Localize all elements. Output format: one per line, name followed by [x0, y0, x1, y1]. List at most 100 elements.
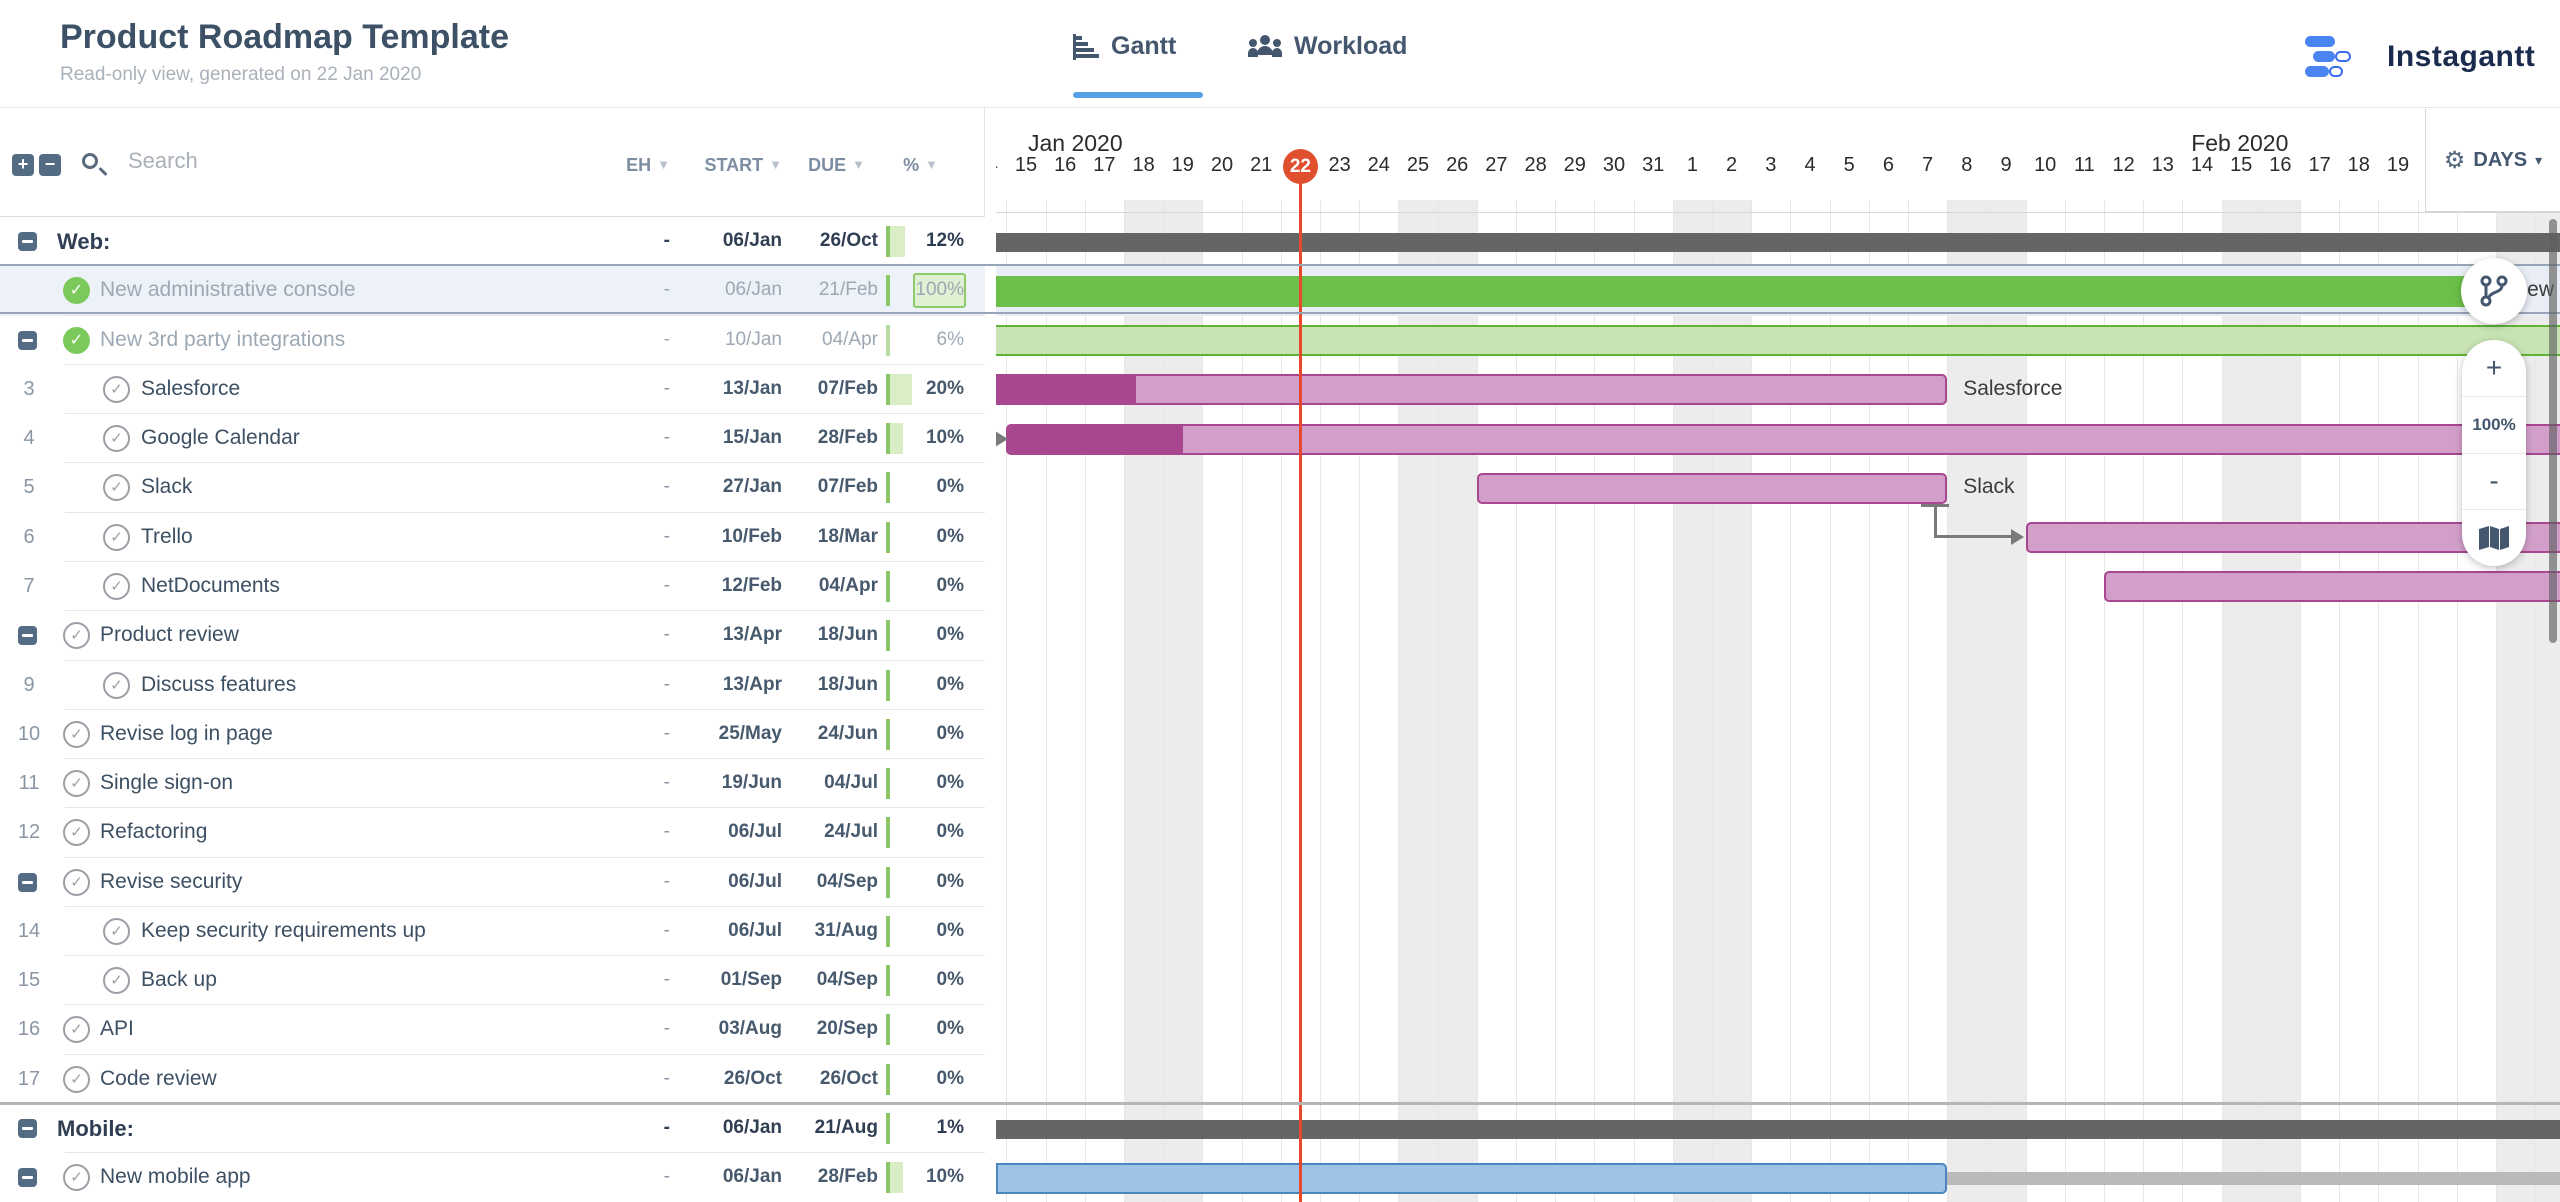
task-row[interactable]: 17 ✓ Code review - 26/Oct 26/Oct 0%: [0, 1055, 985, 1105]
expand-all-button[interactable]: +: [12, 154, 34, 176]
search-input[interactable]: [128, 148, 368, 174]
check-circle-icon[interactable]: ✓: [63, 819, 90, 847]
task-row[interactable]: 3 ✓ Salesforce - 13/Jan 07/Feb 20%: [0, 365, 985, 415]
timescale-control[interactable]: ⚙ DAYS ▾: [2425, 109, 2560, 212]
task-row[interactable]: 12 ✓ Refactoring - 06/Jul 24/Jul 0%: [0, 808, 985, 858]
check-circle-icon[interactable]: ✓: [103, 425, 130, 453]
progress-label: 12%: [925, 230, 964, 251]
check-circle-icon[interactable]: ✓: [63, 1016, 90, 1044]
due-date: 21/Aug: [814, 1117, 878, 1139]
check-circle-icon[interactable]: ✓: [103, 967, 130, 995]
start-date: 13/Apr: [722, 673, 782, 695]
gantt-bar[interactable]: [2104, 571, 2560, 603]
estimated-hours: -: [663, 427, 670, 449]
gantt-bar[interactable]: [996, 232, 2560, 252]
start-date: 10/Jan: [724, 328, 782, 350]
task-row[interactable]: 9 ✓ Discuss features - 13/Apr 18/Jun 0%: [0, 661, 985, 710]
check-circle-icon[interactable]: ✓: [103, 474, 130, 502]
column-header-due[interactable]: DUE ▼: [808, 155, 865, 175]
check-circle-icon[interactable]: ✓: [63, 868, 90, 896]
check-circle-icon[interactable]: ✓: [63, 622, 90, 650]
zoom-in-button[interactable]: +: [2462, 340, 2526, 397]
progress-tick: [886, 768, 890, 800]
task-row[interactable]: ✓ Product review - 13/Apr 18/Jun 0%: [0, 611, 985, 661]
task-row[interactable]: 16 ✓ API - 03/Aug 20/Sep 0%: [0, 1005, 985, 1055]
check-circle-icon[interactable]: ✓: [63, 720, 90, 748]
row-separator: [65, 413, 985, 415]
vertical-scrollbar[interactable]: [2549, 219, 2557, 643]
progress-cell: 0%: [886, 866, 966, 898]
task-row[interactable]: ✓ New mobile app - 06/Jan 28/Feb 10%: [0, 1153, 985, 1202]
collapse-all-button[interactable]: −: [39, 154, 61, 176]
task-name: Revise log in page: [100, 721, 273, 745]
task-row[interactable]: 11 ✓ Single sign-on - 19/Jun 04/Jul 0%: [0, 759, 985, 809]
day-gridline: [2182, 200, 2184, 1202]
check-complete-icon[interactable]: ✓: [63, 326, 90, 354]
tab-workload-label: Workload: [1294, 32, 1408, 60]
start-date: 06/Jan: [724, 279, 782, 301]
dependency-arrow-icon: [2010, 528, 2024, 545]
check-circle-icon[interactable]: ✓: [63, 1164, 90, 1192]
collapse-row-button[interactable]: [18, 232, 37, 251]
collapse-row-button[interactable]: [18, 872, 37, 892]
progress-label: 0%: [936, 821, 964, 843]
task-row[interactable]: 5 ✓ Slack - 27/Jan 07/Feb 0%: [0, 463, 985, 513]
task-row[interactable]: Web: - 06/Jan 26/Oct 12%: [0, 217, 985, 267]
due-date: 28/Feb: [817, 1166, 878, 1188]
progress-cell: 100%: [886, 273, 966, 309]
branch-icon: [2480, 275, 2508, 307]
task-name: NetDocuments: [141, 573, 280, 597]
progress-cell: 1%: [886, 1113, 966, 1145]
column-header-start[interactable]: START ▼: [704, 155, 782, 175]
task-row[interactable]: 14 ✓ Keep security requirements up - 06/Jul 3…: [0, 907, 985, 957]
progress-cell: 12%: [886, 226, 966, 257]
check-circle-icon[interactable]: ✓: [103, 375, 130, 403]
check-circle-icon[interactable]: ✓: [63, 770, 90, 798]
column-header-pct[interactable]: % ▼: [903, 155, 938, 175]
task-row[interactable]: 15 ✓ Back up - 01/Sep 04/Sep 0%: [0, 956, 985, 1006]
task-row[interactable]: 7 ✓ NetDocuments - 12/Feb 04/Apr 0%: [0, 562, 985, 612]
task-row[interactable]: ✓ New 3rd party integrations - 10/Jan 04/Apr…: [0, 316, 985, 365]
task-name: Revise security: [100, 869, 243, 893]
collapse-row-button[interactable]: [18, 1119, 37, 1139]
task-row[interactable]: 10 ✓ Revise log in page - 25/May 24/Jun 0%: [0, 710, 985, 760]
check-circle-icon[interactable]: ✓: [103, 671, 130, 699]
gantt-bar[interactable]: [1476, 472, 1948, 504]
progress-cell: 10%: [886, 423, 966, 455]
minimap-button[interactable]: [2462, 510, 2526, 566]
gantt-bar[interactable]: [1006, 423, 2560, 455]
start-date: 25/May: [718, 722, 782, 744]
task-row[interactable]: ✓ New administrative console - 06/Jan 21/Feb…: [0, 266, 985, 316]
today-line: [1298, 183, 1302, 1202]
gantt-bar[interactable]: [996, 1119, 2560, 1139]
collapse-row-button[interactable]: [18, 1168, 37, 1188]
zoom-controls: + 100% -: [2462, 340, 2526, 566]
tab-gantt[interactable]: Gantt: [1073, 32, 1176, 61]
check-circle-icon[interactable]: ✓: [63, 1065, 90, 1093]
progress-label: 0%: [936, 1067, 964, 1089]
task-row[interactable]: 6 ✓ Trello - 10/Feb 18/Mar 0%: [0, 513, 985, 562]
check-circle-icon[interactable]: ✓: [103, 917, 130, 945]
check-circle-icon[interactable]: ✓: [103, 523, 130, 551]
collapse-row-button[interactable]: [18, 626, 37, 646]
day-gridline: [1163, 200, 1165, 1202]
check-circle-icon[interactable]: ✓: [103, 572, 130, 600]
day-gridline: [1437, 200, 1439, 1202]
progress-label: 0%: [936, 476, 964, 498]
task-row[interactable]: ✓ Revise security - 06/Jul 04/Sep 0%: [0, 858, 985, 907]
tab-workload[interactable]: Workload: [1248, 32, 1407, 61]
task-row[interactable]: Mobile: - 06/Jan 21/Aug 1%: [0, 1104, 985, 1154]
gantt-bar[interactable]: [996, 1162, 1948, 1194]
collapse-row-button[interactable]: [18, 330, 37, 350]
gantt-bar[interactable]: [996, 325, 2560, 357]
column-header-eh[interactable]: EH ▼: [626, 155, 670, 175]
chevron-down-icon: ▾: [2535, 151, 2543, 168]
gantt-bar[interactable]: [996, 275, 2496, 307]
check-complete-icon[interactable]: ✓: [63, 277, 90, 305]
task-row[interactable]: 4 ✓ Google Calendar - 15/Jan 28/Feb 10%: [0, 414, 985, 464]
zoom-out-button[interactable]: -: [2462, 454, 2526, 511]
bar-label: Salesforce: [1963, 376, 2063, 400]
month-label: Feb 2020: [2191, 130, 2289, 156]
gantt-bar[interactable]: [996, 374, 1948, 406]
dependencies-toggle-button[interactable]: [2461, 258, 2527, 324]
